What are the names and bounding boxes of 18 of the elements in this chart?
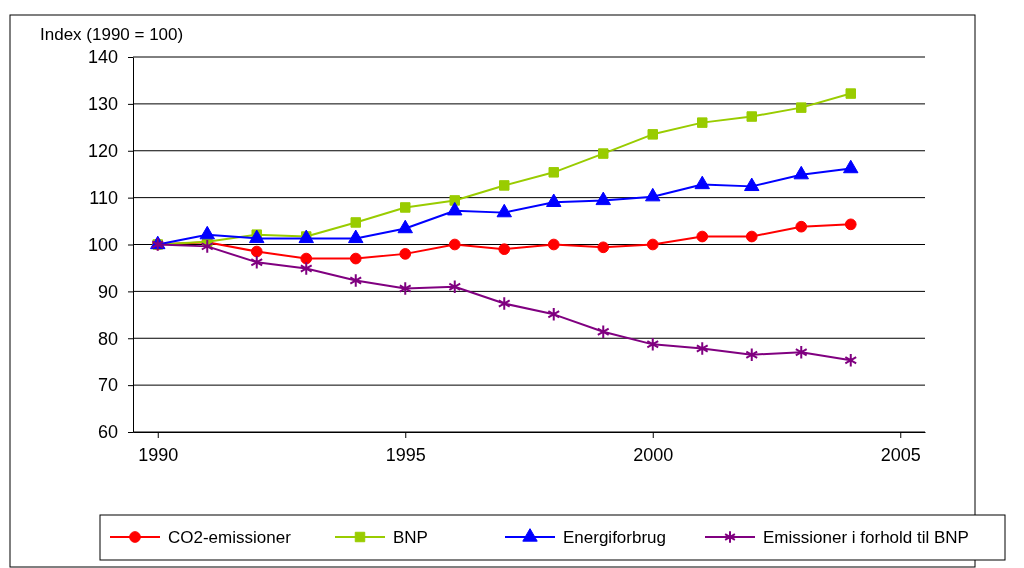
x-tick-label: 1995 — [385, 444, 426, 465]
legend-label: BNP — [393, 528, 428, 547]
y-axis-title: Index (1990 = 100) — [40, 25, 184, 44]
x-tick-label: 1990 — [138, 444, 179, 465]
y-tick-label: 140 — [87, 47, 118, 68]
y-tick-label: 120 — [87, 141, 118, 162]
y-tick-label: 70 — [97, 375, 118, 396]
x-tick-label: 2005 — [880, 444, 921, 465]
y-tick-label: 110 — [89, 187, 118, 208]
y-tick-label: 80 — [97, 328, 118, 349]
y-tick-label: 130 — [87, 94, 118, 115]
y-tick-label: 90 — [97, 281, 118, 302]
x-tick-label: 2000 — [633, 444, 674, 465]
y-tick-label: 100 — [87, 234, 118, 255]
legend-label: CO2-emissioner — [168, 528, 292, 547]
y-tick-label: 60 — [97, 422, 118, 443]
legend-label: Emissioner i forhold til BNP — [763, 528, 969, 547]
legend-label: Energiforbrug — [563, 528, 667, 547]
